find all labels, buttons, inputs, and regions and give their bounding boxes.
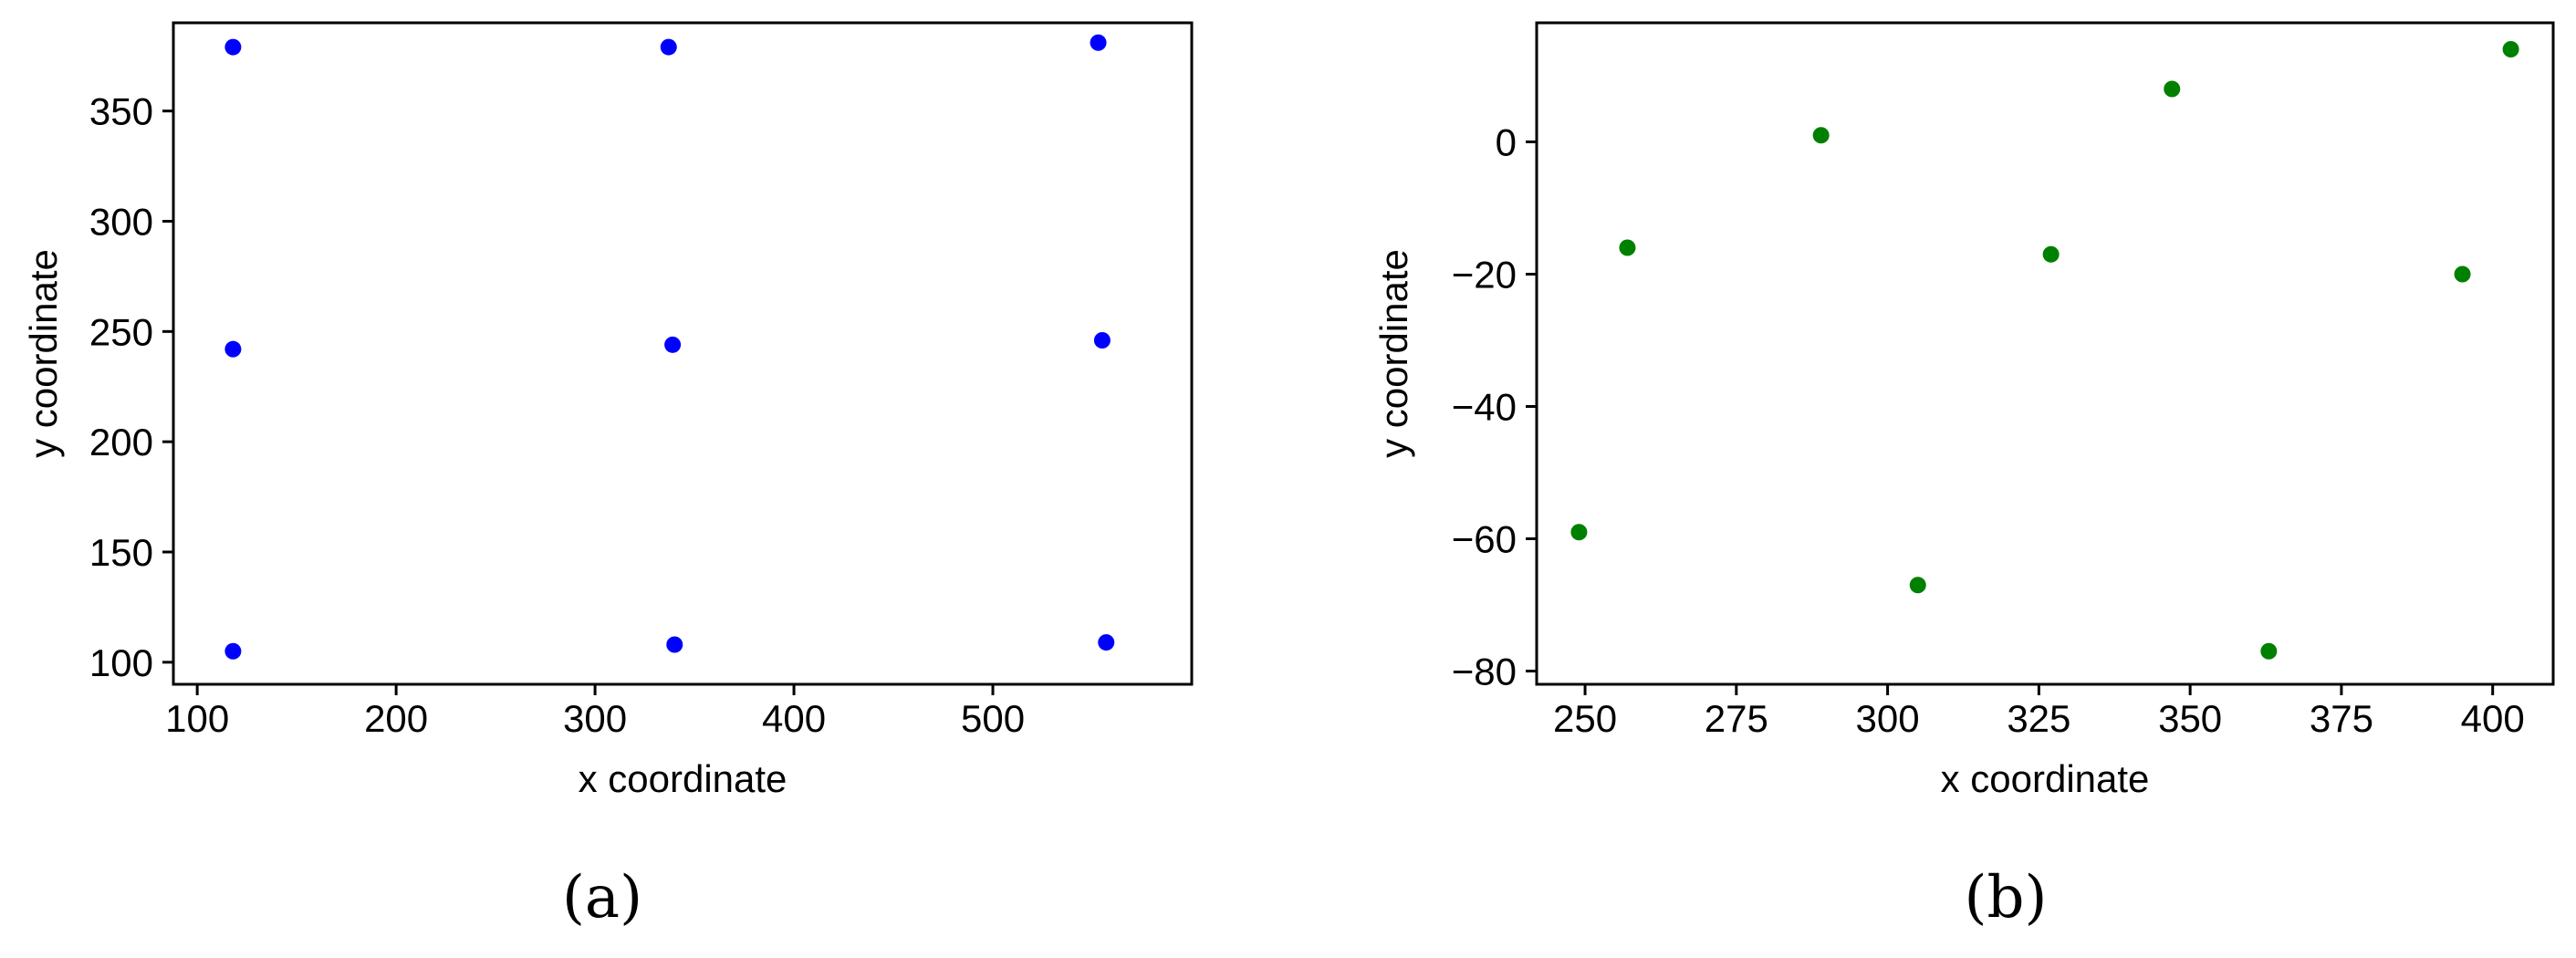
x-tick-label-a-2: 300 [563,697,627,740]
data-point-a-7 [666,636,683,653]
scatter-chart-b: 250 275 300 325 350 375 400 −80 −60 −40 −20 0 x co… [1288,0,2576,958]
data-point-b-6 [2260,642,2278,660]
y-tick-label-b-2: −40 [1452,386,1517,429]
plot-frame-b [1535,21,2555,686]
x-tick-label-a-1: 200 [364,697,428,740]
scatter-plot-a: 100 200 300 400 500 100 150 200 250 300 350 x coo… [22,21,1194,932]
data-point-b-7 [2454,266,2471,283]
y-tick-label-a-4: 300 [89,201,153,244]
x-tick-label-b-0: 250 [1553,697,1617,740]
y-tick-label-b-1: −60 [1452,518,1517,561]
x-tick-label-b-1: 275 [1705,697,1768,740]
x-tick-label-a-4: 500 [961,697,1025,740]
x-axis-title-a: x coordinate [579,757,787,800]
x-tick-label-a-0: 100 [165,697,229,740]
y-ticks-b: −80 −60 −40 −20 0 [1452,121,1537,693]
y-tick-label-a-0: 100 [89,641,153,684]
x-ticks-a: 100 200 300 400 500 [165,684,1025,740]
data-point-a-0 [224,38,242,56]
x-tick-label-b-3: 325 [2007,697,2070,740]
data-point-a-6 [224,642,242,660]
points-b [1570,41,2519,660]
x-tick-label-a-3: 400 [762,697,826,740]
y-axis-title-a: y coordinate [22,249,65,458]
y-tick-label-a-1: 150 [89,531,153,574]
y-tick-label-b-3: −20 [1452,254,1517,297]
y-tick-label-a-5: 350 [89,90,153,133]
data-point-a-4 [664,336,682,353]
data-point-b-5 [2164,80,2181,98]
data-point-a-5 [1093,332,1111,349]
scatter-plot-b: 250 275 300 325 350 375 400 −80 −60 −40 −20 0 x co… [1372,21,2555,932]
points-a [224,34,1115,660]
y-tick-label-a-3: 250 [89,310,153,353]
data-point-a-8 [1098,634,1115,651]
data-point-b-0 [1570,524,1588,541]
data-point-b-3 [1909,577,1926,594]
y-ticks-a: 100 150 200 250 300 350 [89,90,173,684]
data-point-b-1 [1619,239,1636,256]
y-tick-label-a-2: 200 [89,421,153,463]
data-point-b-4 [2042,245,2060,263]
x-axis-title-b: x coordinate [1941,757,2150,800]
x-tick-label-b-6: 400 [2461,697,2525,740]
data-point-a-1 [660,38,677,56]
y-tick-label-b-0: −80 [1452,651,1517,693]
data-point-a-3 [224,340,242,358]
data-point-a-2 [1090,34,1107,51]
data-point-b-8 [2502,41,2519,57]
x-tick-label-b-4: 350 [2158,697,2222,740]
scatter-chart-a: 100 200 300 400 500 100 150 200 250 300 350 x coo… [22,21,1194,932]
panel-label-b: (b) [1965,864,2048,932]
panel-label-a: (a) [562,864,642,932]
x-tick-label-b-2: 300 [1856,697,1920,740]
data-point-b-2 [1812,127,1830,144]
y-axis-title-b: y coordinate [1372,249,1415,458]
y-tick-label-b-4: 0 [1496,121,1517,164]
x-tick-label-b-5: 375 [2310,697,2373,740]
x-ticks-b: 250 275 300 325 350 375 400 [1553,684,2525,740]
plot-frame-a [172,21,1194,686]
